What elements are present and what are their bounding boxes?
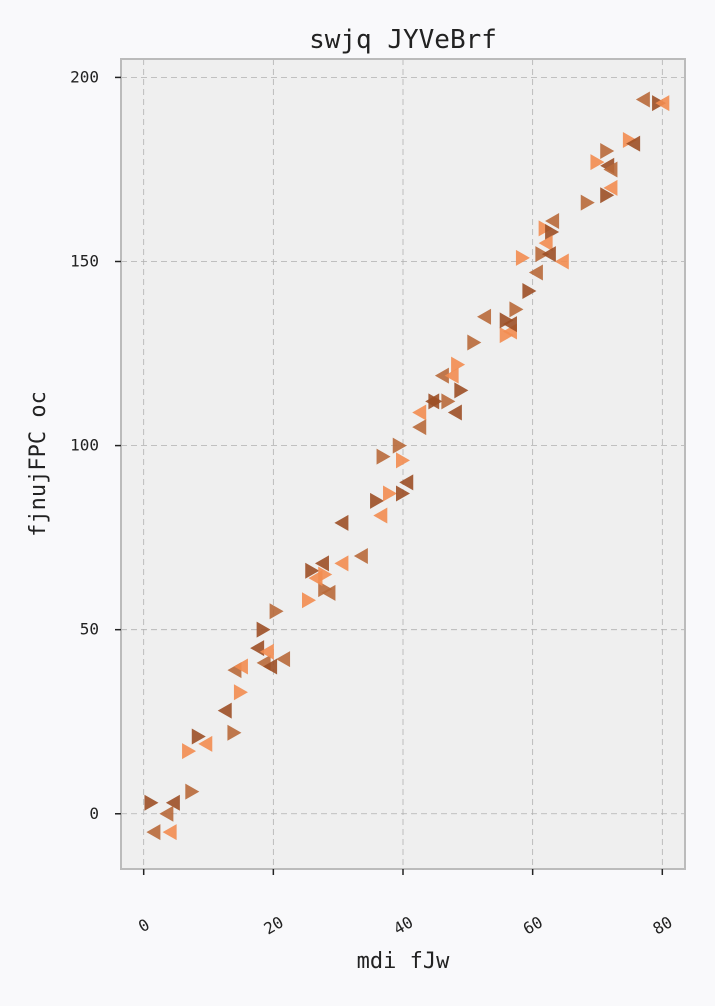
data-point xyxy=(434,367,449,384)
data-point xyxy=(454,382,469,399)
data-point xyxy=(162,824,177,841)
data-point xyxy=(198,735,213,752)
chart-title: swjq JYVeBrf xyxy=(309,25,497,55)
data-point xyxy=(600,143,615,160)
y-tick-label-4: 200 xyxy=(70,67,99,86)
data-point xyxy=(305,562,320,579)
data-point xyxy=(259,643,274,660)
x-tick-label-0: 0 xyxy=(135,915,153,936)
data-point xyxy=(444,367,459,384)
data-point xyxy=(233,684,248,701)
data-point xyxy=(302,592,316,609)
data-point xyxy=(541,246,556,263)
data-point xyxy=(603,179,618,196)
data-point xyxy=(412,404,427,421)
data-point xyxy=(353,548,368,565)
data-point xyxy=(447,404,462,421)
x-tick-label-2: 40 xyxy=(390,912,416,938)
data-point xyxy=(451,356,466,373)
data-point xyxy=(399,474,414,491)
data-point xyxy=(233,658,248,675)
points-layer xyxy=(144,91,670,841)
data-point xyxy=(499,312,514,329)
data-point xyxy=(269,603,284,620)
data-point xyxy=(146,824,161,841)
data-point xyxy=(590,154,605,171)
data-point xyxy=(441,393,456,410)
y-axis-label: fjnujFPC oc xyxy=(26,391,51,537)
data-point xyxy=(545,224,560,241)
data-point xyxy=(144,794,159,811)
data-point xyxy=(425,393,440,410)
data-point xyxy=(217,702,232,719)
data-point xyxy=(603,161,618,178)
x-tick-label-1: 20 xyxy=(261,912,287,938)
data-point xyxy=(538,235,553,252)
data-point xyxy=(376,448,391,465)
data-point xyxy=(515,249,530,266)
data-point xyxy=(502,316,517,333)
data-point xyxy=(392,437,407,454)
data-point xyxy=(412,419,427,436)
data-point xyxy=(635,91,650,108)
data-point xyxy=(182,743,197,760)
x-axis-label: mdi fJw xyxy=(357,949,450,974)
data-point xyxy=(477,308,492,325)
data-point xyxy=(308,570,323,587)
y-tick-label-2: 100 xyxy=(70,436,99,455)
data-point xyxy=(227,724,242,741)
data-point xyxy=(396,452,410,469)
data-point xyxy=(334,555,349,572)
data-point xyxy=(655,95,670,112)
data-point xyxy=(396,485,410,502)
data-point xyxy=(622,132,637,148)
data-point xyxy=(580,194,595,211)
data-point xyxy=(185,783,200,800)
data-point xyxy=(373,507,388,524)
y-tick-label-1: 50 xyxy=(80,620,99,639)
data-point xyxy=(626,135,641,152)
y-tick-label-3: 150 xyxy=(70,252,99,271)
data-point xyxy=(522,282,537,299)
data-point xyxy=(383,485,398,502)
data-point xyxy=(263,658,278,675)
data-point xyxy=(545,213,560,229)
data-point xyxy=(528,264,543,281)
data-point xyxy=(509,301,524,318)
data-point xyxy=(256,621,271,638)
data-point xyxy=(165,794,180,811)
data-point xyxy=(467,334,482,351)
x-tick-label-4: 80 xyxy=(649,912,675,938)
data-point xyxy=(600,187,615,204)
data-point xyxy=(554,253,569,270)
data-point xyxy=(314,555,329,572)
data-point xyxy=(370,492,385,509)
data-point xyxy=(159,805,174,822)
data-point xyxy=(499,327,514,344)
data-point xyxy=(334,514,349,531)
data-point xyxy=(276,651,291,668)
data-point xyxy=(321,584,336,601)
data-point xyxy=(191,728,206,745)
x-tick-label-3: 60 xyxy=(520,912,546,938)
y-tick-label-0: 0 xyxy=(89,804,99,823)
